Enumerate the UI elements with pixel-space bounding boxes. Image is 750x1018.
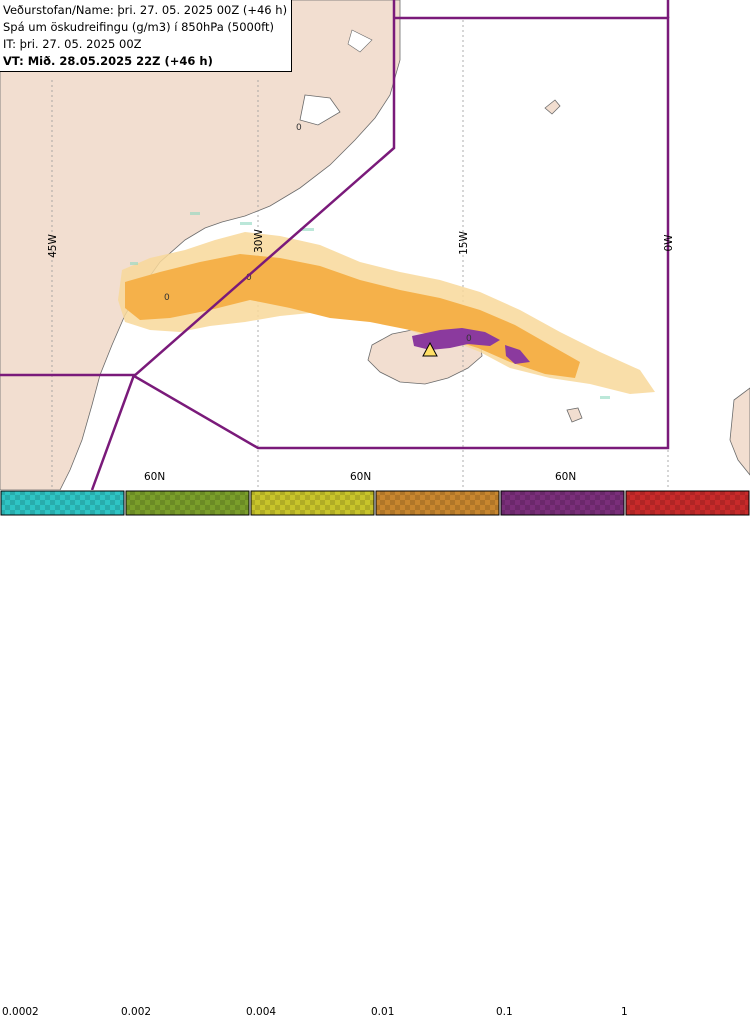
- lat-label-60n: 60N: [555, 471, 576, 483]
- legend-swatch-texture: [626, 491, 749, 515]
- ash-plume-heavy: [505, 345, 530, 364]
- lon-label-0w: 0W: [663, 234, 675, 252]
- latitude-labels: 60N 60N 60N: [144, 471, 576, 483]
- legend-tick-label: 0.002: [121, 1006, 152, 1018]
- legend-tick-label: 0.1: [496, 1006, 513, 1018]
- forecast-description: Spá um öskudreifingu (g/m3) í 850hPa (50…: [3, 20, 275, 34]
- lon-label-30w: 30W: [253, 229, 265, 253]
- island: [566, 407, 583, 423]
- ash-speckles: [130, 212, 610, 399]
- contour-label: 0: [246, 273, 252, 283]
- legend-swatch-texture: [126, 491, 249, 515]
- contour-label: 0: [466, 334, 472, 344]
- forecast-info-box: Veðurstofan/Name: þri. 27. 05. 2025 00Z …: [0, 0, 292, 72]
- legend-swatch-texture: [251, 491, 374, 515]
- legend-tick-label: 0.01: [371, 1006, 395, 1018]
- norway-coast: [729, 387, 750, 476]
- ash-plume-heavy: [412, 328, 500, 350]
- contour-label: 0: [164, 293, 170, 303]
- concentration-legend: 0.0002 0.002 0.004 0.01 0.1 1: [0, 490, 750, 1018]
- fjord-inlet: [347, 29, 373, 53]
- legend-swatch-texture: [501, 491, 624, 515]
- lat-label-60n: 60N: [350, 471, 371, 483]
- volcano-triangle-icon: [422, 341, 438, 357]
- valid-time: VT: Mið. 28.05.2025 22Z (+46 h): [3, 54, 213, 68]
- lat-label-60n: 60N: [144, 471, 165, 483]
- lon-label-45w: 45W: [47, 234, 59, 258]
- airspace-boundary: [131, 0, 670, 450]
- issuer-line: Veðurstofan/Name: þri. 27. 05. 2025 00Z …: [3, 3, 288, 17]
- legend-tick-label: 0.004: [246, 1006, 277, 1018]
- contour-labels: 0 0 0 0: [164, 123, 472, 344]
- issue-time: IT: þri. 27. 05. 2025 00Z: [3, 37, 142, 51]
- island: [544, 99, 561, 115]
- legend-swatch-texture: [376, 491, 499, 515]
- legend-color-bar: [0, 490, 750, 516]
- airspace-boundary: [0, 373, 136, 490]
- legend-swatch-texture: [1, 491, 124, 515]
- longitude-labels: 45W 30W 15W 0W: [47, 229, 675, 258]
- legend-tick-label: 1: [621, 1006, 628, 1018]
- contour-label: 0: [296, 123, 302, 133]
- fjord-inlet: [299, 94, 341, 126]
- greenland-land: [0, 0, 401, 490]
- legend-tick-label: 0.0002: [2, 1006, 39, 1018]
- lon-label-15w: 15W: [458, 231, 470, 255]
- map-canvas: 0 0 0 0 45W 30W 15W 0W 60N 60N 60N: [0, 0, 750, 490]
